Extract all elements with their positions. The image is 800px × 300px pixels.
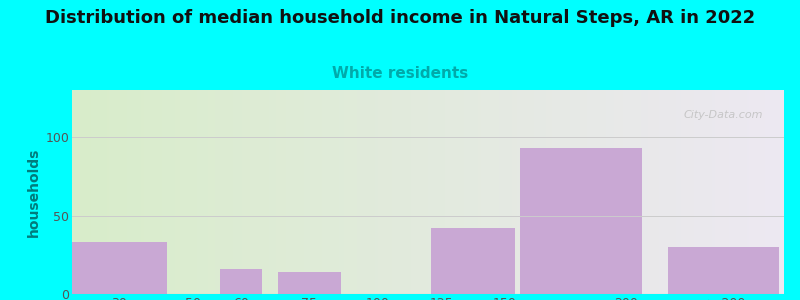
Text: Distribution of median household income in Natural Steps, AR in 2022: Distribution of median household income … — [45, 9, 755, 27]
Bar — [278, 272, 341, 294]
Bar — [220, 269, 262, 294]
Bar — [520, 148, 642, 294]
Bar — [72, 242, 167, 294]
Text: White residents: White residents — [332, 66, 468, 81]
Bar — [430, 228, 515, 294]
Bar — [668, 247, 778, 294]
Text: City-Data.com: City-Data.com — [683, 110, 762, 120]
Y-axis label: households: households — [27, 147, 41, 237]
